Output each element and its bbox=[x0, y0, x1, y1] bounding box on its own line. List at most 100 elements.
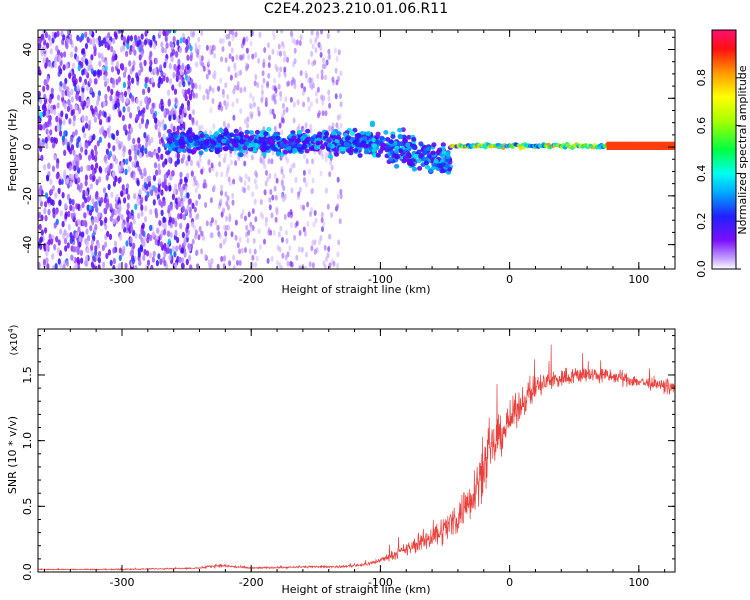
heatmap-speckle bbox=[42, 57, 46, 64]
heatmap-speckle bbox=[81, 201, 85, 209]
heatmap-speckle bbox=[105, 203, 109, 211]
heatmap-band-cell bbox=[365, 131, 371, 137]
heatmap-speckle bbox=[72, 246, 76, 253]
heatmap-speckle bbox=[195, 249, 199, 256]
heatmap-speckle bbox=[108, 233, 113, 241]
heatmap-speckle bbox=[319, 235, 323, 241]
heatmap-speckle bbox=[200, 230, 204, 237]
snr-line-series bbox=[38, 344, 675, 571]
heatmap-speckle bbox=[168, 254, 172, 261]
heatmap-speckle bbox=[140, 204, 144, 211]
heatmap-speckle bbox=[84, 69, 88, 76]
heatmap-speckle bbox=[228, 53, 232, 60]
heatmap-speckle bbox=[259, 211, 263, 218]
heatmap-speckle bbox=[85, 228, 89, 235]
heatmap-speckle bbox=[102, 37, 106, 44]
heatmap-speckle bbox=[44, 136, 48, 144]
heatmap-band-cell bbox=[272, 147, 278, 152]
heatmap-band-cell bbox=[380, 142, 386, 148]
heatmap-speckle bbox=[324, 152, 328, 158]
heatmap-band-cell bbox=[344, 136, 350, 142]
heatmap-speckle bbox=[71, 199, 75, 206]
line-y-tick-label: 1.0 bbox=[21, 432, 34, 450]
heatmap-speckle bbox=[112, 247, 116, 254]
heatmap-speckle bbox=[182, 183, 186, 191]
heatmap-speckle bbox=[313, 59, 317, 66]
heatmap-speckle bbox=[126, 43, 130, 50]
heatmap-speckle bbox=[184, 89, 188, 96]
heatmap-band-cell bbox=[204, 133, 210, 139]
heatmap-speckle bbox=[254, 51, 258, 58]
heatmap-speckle bbox=[143, 167, 147, 174]
heatmap-speckle bbox=[326, 33, 330, 39]
heatmap-y-tick-label: -20 bbox=[21, 187, 34, 205]
heatmap-speckle bbox=[210, 258, 214, 264]
heatmap-speckle bbox=[64, 113, 69, 120]
heatmap-speckle bbox=[77, 218, 81, 226]
heatmap-speckle bbox=[141, 112, 145, 119]
heatmap-speckle bbox=[74, 154, 78, 162]
heatmap-speckle bbox=[144, 96, 148, 104]
heatmap-band-cell bbox=[327, 154, 334, 160]
heatmap-speckle bbox=[95, 162, 99, 169]
heatmap-speckle bbox=[225, 215, 229, 222]
heatmap-speckle bbox=[45, 243, 49, 251]
heatmap-speckle bbox=[147, 139, 152, 146]
heatmap-speckle bbox=[116, 68, 121, 75]
colorbar-tick-label: 0.4 bbox=[695, 165, 708, 183]
heatmap-speckle bbox=[123, 36, 127, 43]
heatmap-speckle bbox=[297, 246, 301, 253]
heatmap-speckle bbox=[44, 192, 49, 199]
heatmap-speckle bbox=[334, 47, 337, 54]
heatmap-speckle bbox=[179, 108, 183, 116]
heatmap-speckle bbox=[127, 74, 131, 81]
heatmap-speckle bbox=[49, 129, 53, 136]
heatmap-speckle bbox=[55, 162, 60, 169]
heatmap-speckle bbox=[244, 173, 248, 180]
heatmap-speckle bbox=[152, 199, 156, 206]
heatmap-speckle bbox=[183, 240, 187, 247]
heatmap-speckle bbox=[270, 212, 274, 219]
heatmap-speckle bbox=[209, 130, 212, 137]
heatmap-speckle bbox=[67, 210, 71, 218]
heatmap-speckle bbox=[62, 64, 66, 71]
heatmap-speckle bbox=[149, 59, 153, 67]
heatmap-speckle bbox=[84, 122, 89, 129]
heatmap-speckle bbox=[66, 105, 71, 113]
heatmap-speckle bbox=[157, 81, 161, 89]
heatmap-speckle bbox=[249, 92, 253, 99]
heatmap-speckle bbox=[306, 96, 310, 103]
heatmap-speckle bbox=[238, 175, 242, 182]
heatmap-speckle bbox=[143, 39, 147, 46]
heatmap-speckle bbox=[277, 231, 281, 238]
heatmap-speckle bbox=[254, 261, 258, 268]
heatmap-speckle bbox=[279, 225, 283, 232]
colorbar-tick-label: 0.0 bbox=[695, 260, 708, 278]
heatmap-speckle bbox=[162, 216, 166, 223]
heatmap-speckle bbox=[152, 174, 157, 182]
heatmap-speckle bbox=[117, 177, 121, 184]
heatmap-speckle bbox=[76, 256, 80, 264]
heatmap-speckle bbox=[70, 109, 74, 117]
heatmap-band-cell bbox=[179, 141, 185, 147]
heatmap-speckle bbox=[93, 78, 97, 85]
heatmap-speckle bbox=[122, 145, 126, 152]
heatmap-speckle bbox=[285, 238, 289, 244]
heatmap-speckle bbox=[304, 122, 308, 129]
heatmap-speckle bbox=[271, 48, 275, 55]
heatmap-speckle bbox=[187, 104, 191, 112]
chart-title: C2E4.2023.210.01.06.R11 bbox=[263, 1, 449, 17]
heatmap-band-cell bbox=[383, 130, 389, 135]
heatmap-speckle bbox=[177, 58, 181, 66]
heatmap-speckle bbox=[81, 231, 85, 238]
heatmap-speckle bbox=[274, 87, 278, 94]
heatmap-speckle bbox=[84, 174, 88, 181]
heatmap-speckle bbox=[168, 115, 172, 122]
heatmap-band-cell bbox=[193, 141, 199, 147]
heatmap-band-cell bbox=[409, 162, 415, 167]
heatmap-speckle bbox=[131, 257, 135, 265]
heatmap-speckle bbox=[238, 126, 242, 133]
heatmap-band-cell bbox=[324, 131, 330, 137]
heatmap-speckle bbox=[124, 262, 128, 269]
heatmap-speckle bbox=[310, 77, 314, 84]
